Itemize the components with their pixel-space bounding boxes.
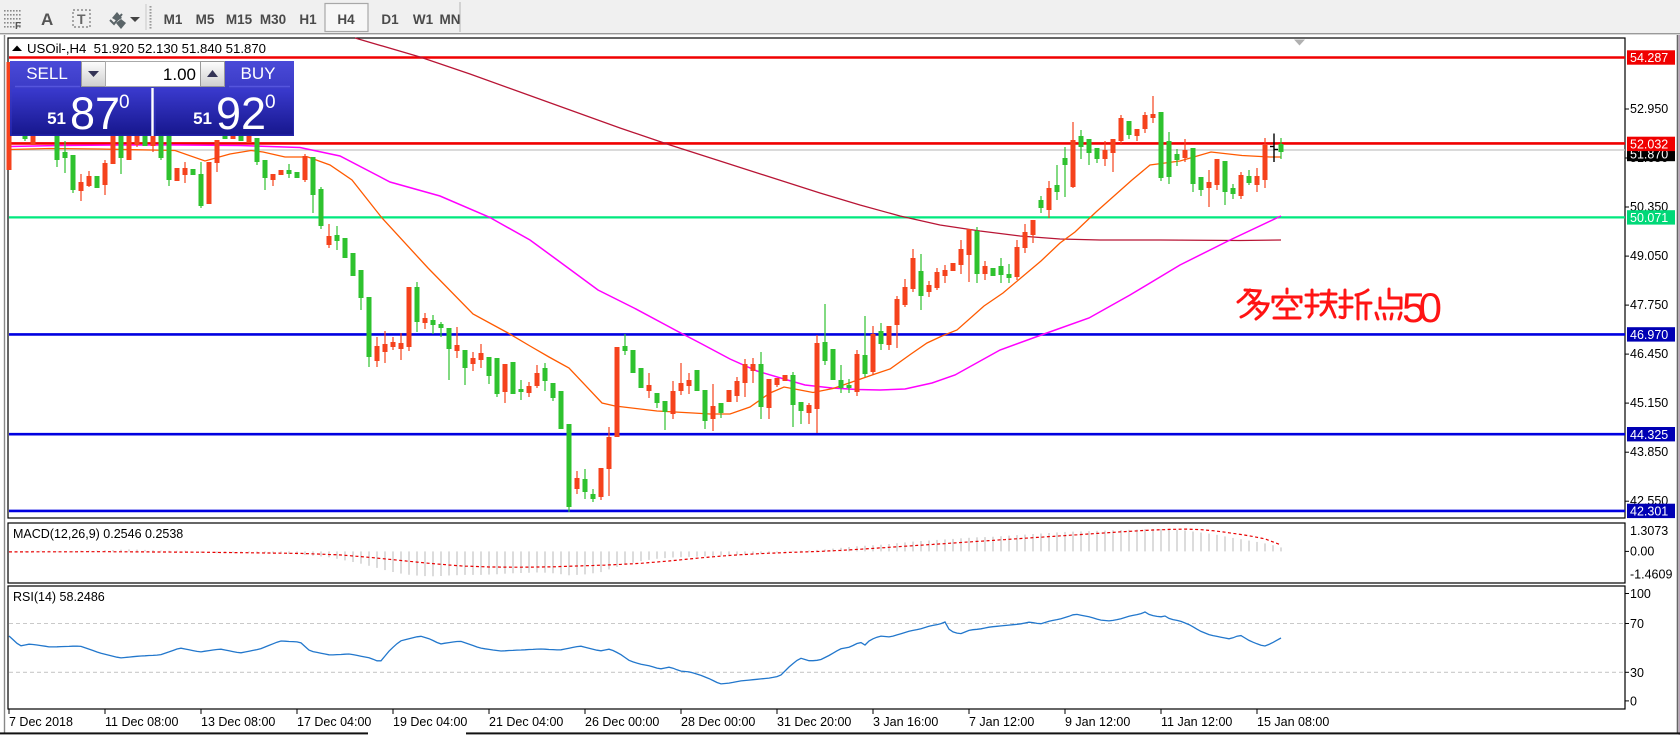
svg-text:87: 87 bbox=[70, 88, 120, 139]
svg-text:70: 70 bbox=[1630, 617, 1644, 631]
svg-text:52.950: 52.950 bbox=[1630, 102, 1668, 116]
svg-text:92: 92 bbox=[216, 88, 266, 139]
svg-text:MN: MN bbox=[440, 12, 461, 27]
svg-text:0: 0 bbox=[1630, 694, 1637, 708]
svg-text:9 Jan 12:00: 9 Jan 12:00 bbox=[1065, 715, 1130, 729]
svg-text:7 Jan 12:00: 7 Jan 12:00 bbox=[969, 715, 1034, 729]
svg-text:W1: W1 bbox=[413, 12, 434, 27]
svg-text:54.287: 54.287 bbox=[1630, 51, 1668, 65]
svg-text:H4: H4 bbox=[337, 12, 355, 27]
svg-text:D1: D1 bbox=[381, 12, 399, 27]
svg-text:M15: M15 bbox=[226, 12, 253, 27]
svg-text:100: 100 bbox=[1630, 587, 1651, 601]
svg-text:47.750: 47.750 bbox=[1630, 298, 1668, 312]
svg-text:30: 30 bbox=[1630, 666, 1644, 680]
svg-text:RSI(14) 58.2486: RSI(14) 58.2486 bbox=[13, 590, 105, 604]
svg-text:SELL: SELL bbox=[26, 64, 68, 83]
svg-text:19 Dec 04:00: 19 Dec 04:00 bbox=[393, 715, 467, 729]
svg-text:MACD(12,26,9) 0.2546 0.2538: MACD(12,26,9) 0.2546 0.2538 bbox=[13, 527, 183, 541]
svg-text:USOil-,H4 51.920 52.130 51.84: USOil-,H4 51.920 52.130 51.840 51.870 bbox=[27, 41, 266, 56]
svg-text:31 Dec 20:00: 31 Dec 20:00 bbox=[777, 715, 851, 729]
svg-text:M1: M1 bbox=[164, 12, 183, 27]
svg-text:51: 51 bbox=[47, 109, 66, 128]
svg-text:0: 0 bbox=[119, 92, 130, 113]
svg-text:M30: M30 bbox=[260, 12, 286, 27]
svg-text:13 Dec 08:00: 13 Dec 08:00 bbox=[201, 715, 275, 729]
svg-text:15 Jan 08:00: 15 Jan 08:00 bbox=[1257, 715, 1329, 729]
svg-text:M5: M5 bbox=[196, 12, 215, 27]
svg-text:H1: H1 bbox=[299, 12, 317, 27]
svg-text:44.325: 44.325 bbox=[1630, 428, 1668, 442]
svg-text:43.850: 43.850 bbox=[1630, 445, 1668, 459]
svg-text:17 Dec 04:00: 17 Dec 04:00 bbox=[297, 715, 371, 729]
svg-text:3 Jan 16:00: 3 Jan 16:00 bbox=[873, 715, 938, 729]
svg-text:26 Dec 00:00: 26 Dec 00:00 bbox=[585, 715, 659, 729]
svg-text:0: 0 bbox=[265, 92, 276, 113]
svg-text:7 Dec 2018: 7 Dec 2018 bbox=[9, 715, 73, 729]
svg-text:T: T bbox=[77, 11, 86, 27]
svg-text:28 Dec 00:00: 28 Dec 00:00 bbox=[681, 715, 755, 729]
svg-text:50: 50 bbox=[1402, 284, 1442, 331]
svg-text:52.032: 52.032 bbox=[1630, 138, 1668, 152]
svg-text:-1.4609: -1.4609 bbox=[1630, 567, 1672, 581]
svg-text:F: F bbox=[15, 21, 21, 32]
svg-text:45.150: 45.150 bbox=[1630, 396, 1668, 410]
svg-text:49.050: 49.050 bbox=[1630, 249, 1668, 263]
svg-text:51: 51 bbox=[193, 109, 212, 128]
svg-text:A: A bbox=[41, 10, 53, 29]
svg-text:46.970: 46.970 bbox=[1630, 328, 1668, 342]
svg-text:11 Jan 12:00: 11 Jan 12:00 bbox=[1161, 715, 1232, 729]
svg-text:1.00: 1.00 bbox=[163, 65, 196, 84]
svg-text:42.301: 42.301 bbox=[1630, 505, 1668, 519]
svg-text:50.071: 50.071 bbox=[1630, 211, 1668, 225]
svg-text:46.450: 46.450 bbox=[1630, 347, 1668, 361]
svg-text:51.870: 51.870 bbox=[1630, 148, 1668, 162]
svg-text:BUY: BUY bbox=[241, 64, 276, 83]
svg-text:1.3073: 1.3073 bbox=[1630, 524, 1668, 538]
svg-text:0.00: 0.00 bbox=[1630, 544, 1654, 558]
svg-text:11 Dec 08:00: 11 Dec 08:00 bbox=[105, 715, 178, 729]
svg-text:21 Dec 04:00: 21 Dec 04:00 bbox=[489, 715, 563, 729]
